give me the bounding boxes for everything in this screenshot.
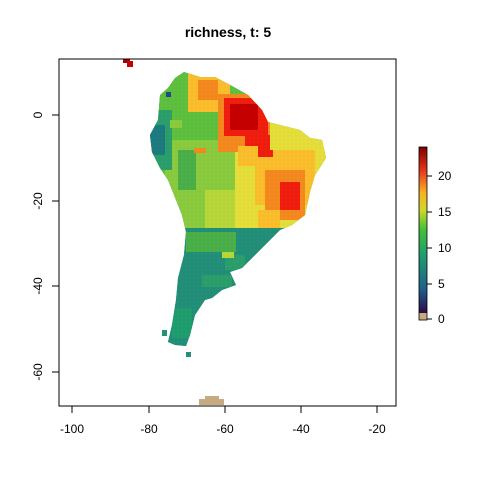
- y-tick-label: -60: [31, 363, 45, 381]
- y-tick-label: -40: [31, 277, 45, 295]
- legend-tick-label: 0: [438, 312, 445, 326]
- x-axis: -100 -80 -60 -40 -20: [60, 406, 386, 436]
- legend-zero-swatch: [419, 313, 427, 320]
- legend-tick-label: 20: [438, 169, 452, 183]
- y-axis: 0 -20 -40 -60: [31, 111, 59, 381]
- legend-tick-label: 15: [438, 205, 452, 219]
- x-tick-label: -20: [368, 422, 386, 436]
- map-title: richness, t: 5: [185, 24, 272, 40]
- x-tick-label: -40: [292, 422, 310, 436]
- x-tick-label: -80: [140, 422, 158, 436]
- legend-tick-label: 5: [438, 277, 445, 291]
- y-tick-label: 0: [31, 111, 45, 118]
- x-tick-label: -60: [216, 422, 234, 436]
- plot-frame: [58, 58, 397, 407]
- richness-raster: [123, 59, 326, 405]
- legend-tick-label: 10: [438, 241, 452, 255]
- y-tick-label: -20: [31, 192, 45, 210]
- x-tick-label: -100: [60, 422, 84, 436]
- legend-colorbar: 0 5 10 15 20: [418, 146, 452, 326]
